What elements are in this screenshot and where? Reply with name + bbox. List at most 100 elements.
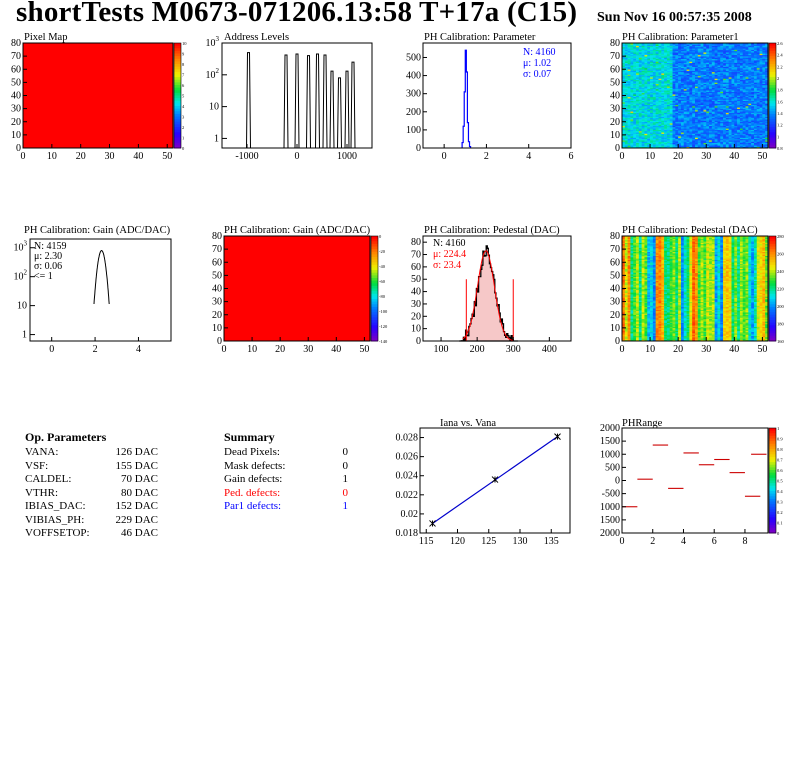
heatmap-cell xyxy=(720,102,724,104)
heatmap-cell xyxy=(717,125,721,128)
heatmap-cell xyxy=(622,247,626,250)
heatmap-cell xyxy=(762,108,766,111)
heatmap-cell xyxy=(630,287,634,289)
heatmap-cell xyxy=(678,116,682,119)
heatmap-cell xyxy=(627,99,631,102)
heatmap-cell xyxy=(624,288,628,291)
heatmap-cell xyxy=(647,43,651,45)
heatmap-cell xyxy=(695,58,699,61)
y-tick-label: 0 xyxy=(217,336,222,347)
heatmap-cell xyxy=(644,64,648,66)
palette-cell xyxy=(371,296,378,300)
heatmap-cell xyxy=(706,106,710,108)
heatmap-cell xyxy=(622,65,626,67)
heatmap-cell xyxy=(627,279,631,281)
heatmap-cell xyxy=(731,82,735,84)
heatmap-cell xyxy=(728,73,732,75)
heatmap-cell xyxy=(630,279,634,281)
heatmap-cell xyxy=(745,103,749,105)
heatmap-cell xyxy=(756,116,760,119)
stat-mean: μ: 2.30 xyxy=(34,251,62,262)
heatmap-cell xyxy=(675,58,679,61)
heatmap-cell xyxy=(700,104,704,107)
heatmap-cell xyxy=(624,255,628,258)
heatmap-cell xyxy=(672,49,676,52)
palette-cell xyxy=(769,66,776,70)
palette-cell xyxy=(371,293,378,297)
heatmap-cell xyxy=(717,141,721,144)
heatmap-cell xyxy=(669,117,673,120)
heatmap-cell xyxy=(745,52,749,54)
heatmap-cell xyxy=(753,45,758,48)
heatmap-cell xyxy=(745,121,749,124)
heatmap-cell xyxy=(720,140,724,142)
heatmap-cell xyxy=(652,43,656,45)
heatmap-cell xyxy=(717,85,721,87)
heatmap-cell xyxy=(697,130,701,133)
heatmap-cell xyxy=(627,299,631,301)
heatmap-cell xyxy=(703,123,707,125)
heatmap-cell xyxy=(664,111,668,113)
heatmap-cell xyxy=(686,123,690,125)
heatmap-cell xyxy=(633,123,637,125)
heatmap-cell xyxy=(636,102,640,104)
heatmap-cell xyxy=(652,117,656,120)
heatmap-cell xyxy=(689,117,693,120)
heatmap-cell xyxy=(695,90,699,92)
heatmap-cell xyxy=(630,317,634,319)
heatmap-cell xyxy=(717,103,721,105)
heatmap-cell xyxy=(695,103,699,105)
heatmap-cell xyxy=(706,111,710,113)
heatmap-cell xyxy=(762,133,766,136)
heatmap-cell xyxy=(664,112,668,115)
heatmap-cell xyxy=(644,48,648,50)
heatmap-cell xyxy=(630,291,634,293)
heatmap-cell xyxy=(658,116,662,119)
heatmap-cell xyxy=(734,45,738,48)
heatmap-cell xyxy=(622,300,626,302)
heatmap-cell xyxy=(745,50,749,53)
heatmap-cell xyxy=(742,125,746,128)
heatmap-cell xyxy=(686,90,690,92)
heatmap-cell xyxy=(742,53,746,56)
heatmap-cell xyxy=(689,46,693,49)
heatmap-cell xyxy=(686,99,690,102)
palette-cell xyxy=(769,134,776,138)
heatmap-cell xyxy=(686,112,690,115)
heatmap-cell xyxy=(683,121,687,124)
heatmap-cell xyxy=(686,58,690,61)
heatmap-cell xyxy=(706,67,710,70)
heatmap-cell xyxy=(689,50,693,53)
heatmap-cell xyxy=(627,238,631,241)
x-tick-label: 0 xyxy=(222,344,227,355)
heatmap-cell xyxy=(624,312,628,314)
heatmap-cell xyxy=(737,70,741,73)
heatmap-cell xyxy=(636,257,640,259)
heatmap-cell xyxy=(756,130,760,133)
heatmap-cell xyxy=(622,43,626,45)
heatmap-cell xyxy=(756,66,760,69)
heatmap-cell xyxy=(624,54,628,57)
heatmap-cell xyxy=(680,138,685,141)
heatmap-cell xyxy=(709,60,713,62)
heatmap-cell xyxy=(753,99,758,102)
heatmap-cell xyxy=(709,129,713,132)
heatmap-cell xyxy=(714,112,718,115)
heatmap-cell xyxy=(655,56,659,58)
heatmap-cell xyxy=(711,109,715,112)
heatmap-cell xyxy=(627,91,631,94)
heatmap-cell xyxy=(731,65,735,67)
heatmap-cell xyxy=(636,322,640,325)
heatmap-cell xyxy=(748,86,752,88)
heatmap-cell xyxy=(706,115,710,117)
histogram-line xyxy=(461,49,472,148)
heatmap-cell xyxy=(728,79,732,82)
heatmap-cell xyxy=(650,49,654,52)
heatmap-cell xyxy=(720,123,724,125)
heatmap-cell xyxy=(748,67,752,70)
heatmap-cell xyxy=(759,141,763,144)
heatmap-cell xyxy=(725,81,729,83)
heatmap-cell xyxy=(658,144,662,146)
heatmap-cell xyxy=(658,66,662,69)
heatmap-cell xyxy=(655,107,659,109)
